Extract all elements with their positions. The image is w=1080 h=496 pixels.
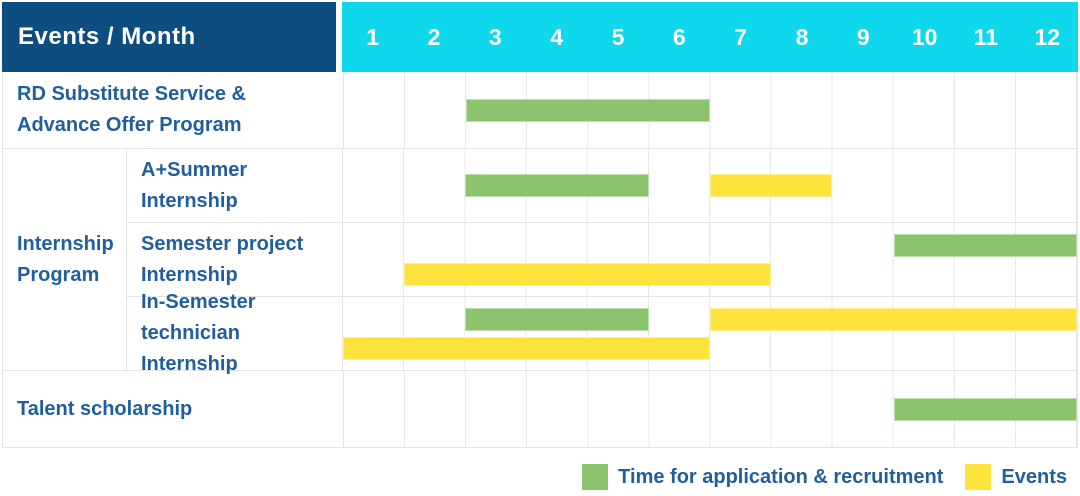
schedule-table: Events / Month 1 2 3 4 5 6 7 8 9 10 11 12 RD Substi…	[2, 2, 1078, 448]
events-bar	[710, 174, 833, 197]
month-label-7: 7	[734, 23, 748, 50]
event-label: A+Summer Internship	[141, 158, 248, 212]
event-label-cell: In-Semester technician Internship	[127, 291, 342, 375]
application-recruitment-bar	[466, 98, 711, 122]
application-recruitment-bar	[893, 397, 1077, 421]
month-label-10: 10	[911, 23, 938, 50]
event-label-cell: Talent scholarship	[3, 371, 343, 447]
event-label-cell: A+Summer Internship	[127, 149, 342, 222]
bar-track	[343, 336, 1077, 360]
month-label-5: 5	[611, 23, 625, 50]
legend-label-green: Time for application & recruitment	[618, 465, 944, 488]
table-section: RD Substitute Service & Advance Offer Pro…	[3, 72, 1077, 148]
event-label: Semester project Internship	[141, 232, 304, 286]
month-label-4: 4	[550, 23, 564, 50]
application-recruitment-bar	[893, 233, 1077, 257]
event-label-cell: RD Substitute Service & Advance Offer Pro…	[3, 72, 343, 148]
month-label-11: 11	[973, 23, 999, 50]
event-row: Semester project Internship	[127, 222, 1077, 296]
group-rows: A+Summer Internship Semester project Intern…	[127, 149, 1077, 375]
bar-track	[343, 233, 1077, 257]
event-label: In-Semester technician Internship	[141, 291, 256, 375]
table-header-title: Events / Month	[2, 2, 336, 72]
bar-track	[343, 307, 1077, 331]
legend-item-yellow: Events	[965, 464, 1067, 490]
table-body: RD Substitute Service & Advance Offer Pro…	[2, 72, 1078, 448]
event-row: A+Summer Internship	[127, 149, 1077, 222]
bar-track	[343, 262, 1077, 286]
table-section: Internship Program A+Summer Internship Semes…	[3, 148, 1077, 375]
group-label-cell: Internship Program	[3, 149, 127, 370]
legend-item-green: Time for application & recruitment	[582, 464, 943, 490]
event-row: RD Substitute Service & Advance Offer Pro…	[3, 72, 1077, 148]
application-recruitment-bar	[465, 174, 649, 197]
event-label: Talent scholarship	[17, 397, 193, 420]
events-bar	[343, 336, 710, 360]
event-label: RD Substitute Service & Advance Offer Pro…	[17, 83, 246, 136]
legend: Time for application & recruitment Events	[0, 448, 1080, 490]
month-label-1: 1	[366, 23, 380, 50]
table-section: Talent scholarship	[3, 370, 1077, 447]
month-grid-area	[342, 223, 1077, 296]
month-label-2: 2	[427, 23, 441, 50]
month-header: 1 2 3 4 5 6 7 8 9 10 11 12	[342, 2, 1078, 72]
events-bar	[710, 307, 1077, 331]
month-grid-area	[342, 297, 1077, 370]
month-label-12: 12	[1034, 23, 1061, 50]
month-label-9: 9	[856, 23, 870, 50]
month-grid-area	[342, 149, 1077, 222]
month-label-6: 6	[672, 23, 686, 50]
events-bar	[404, 262, 772, 286]
application-recruitment-bar	[465, 307, 649, 331]
month-grid-area	[343, 72, 1077, 148]
legend-label-yellow: Events	[1001, 465, 1067, 488]
table-header-row: Events / Month 1 2 3 4 5 6 7 8 9 10 11 12	[2, 2, 1078, 72]
legend-swatch-yellow	[965, 464, 992, 490]
legend-swatch-green	[582, 464, 609, 490]
month-label-3: 3	[488, 23, 502, 50]
event-label-cell: Semester project Internship	[127, 223, 342, 296]
bar-track	[344, 98, 1077, 122]
month-label-8: 8	[795, 23, 809, 50]
bar-track	[343, 174, 1077, 197]
bar-track	[344, 397, 1077, 421]
event-row: Talent scholarship	[3, 371, 1077, 447]
group-label: Internship Program	[17, 232, 114, 286]
event-row: In-Semester technician Internship	[127, 291, 1077, 375]
month-grid-area	[343, 371, 1077, 447]
